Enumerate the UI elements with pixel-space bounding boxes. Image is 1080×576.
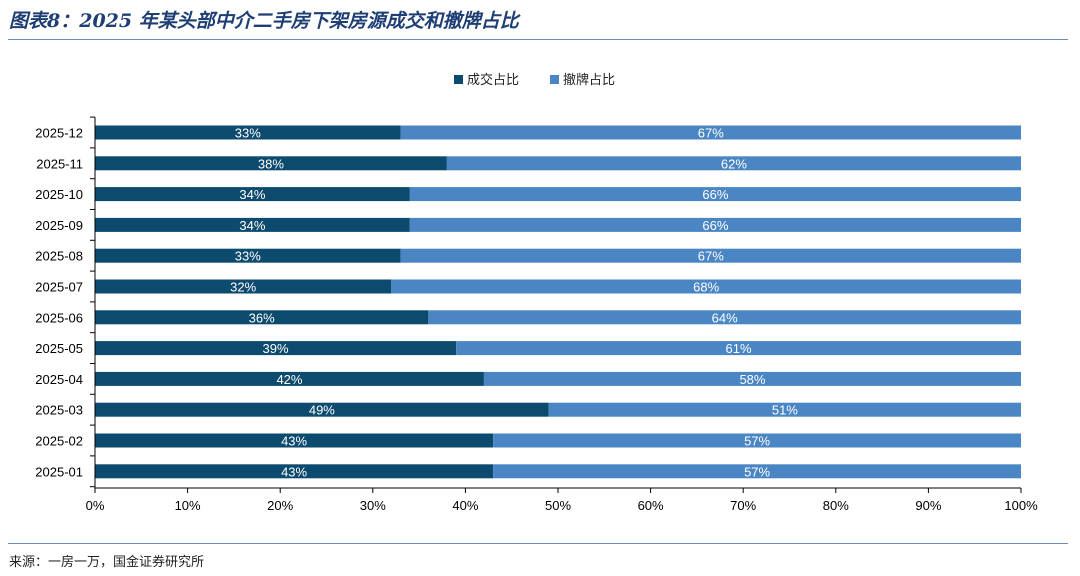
bar-withdraw-2025-03	[548, 402, 1021, 417]
y-tick-label-2025-05: 2025-05	[35, 341, 83, 356]
data-label-withdraw-2025-10: 66%	[702, 187, 728, 202]
bar-withdraw-2025-11	[446, 156, 1021, 171]
footer-divider	[8, 543, 1068, 544]
bar-withdraw-2025-09	[409, 217, 1022, 232]
data-label-withdraw-2025-03: 51%	[772, 403, 798, 418]
x-tick-label-8: 80%	[823, 498, 849, 513]
y-tick-label-2025-04: 2025-04	[35, 372, 83, 387]
bar-withdraw-2025-08	[400, 248, 1022, 263]
x-tick-label-2: 20%	[267, 498, 293, 513]
title-divider	[8, 39, 1068, 40]
y-tick-label-2025-02: 2025-02	[35, 434, 83, 449]
data-label-withdraw-2025-12: 67%	[698, 126, 724, 141]
data-label-deal-2025-10: 34%	[239, 187, 265, 202]
data-label-withdraw-2025-05: 61%	[726, 341, 752, 356]
bar-deal-2025-08	[95, 248, 401, 263]
bar-withdraw-2025-12	[400, 125, 1022, 140]
data-label-withdraw-2025-09: 66%	[702, 218, 728, 233]
data-label-deal-2025-04: 42%	[276, 372, 302, 387]
data-label-deal-2025-02: 43%	[281, 434, 307, 449]
x-tick-label-6: 60%	[638, 498, 664, 513]
bar-withdraw-2025-07	[391, 279, 1021, 294]
data-label-withdraw-2025-04: 58%	[739, 372, 765, 387]
bar-deal-2025-09	[95, 217, 410, 232]
bar-withdraw-2025-10	[409, 187, 1022, 202]
legend-swatch-1	[550, 75, 559, 84]
data-label-withdraw-2025-08: 67%	[698, 249, 724, 264]
bar-withdraw-2025-01	[493, 464, 1021, 479]
data-label-deal-2025-09: 34%	[239, 218, 265, 233]
bar-deal-2025-05	[95, 341, 457, 356]
bar-deal-2025-11	[95, 156, 447, 171]
y-tick-label-2025-12: 2025-12	[35, 126, 83, 141]
legend-swatch-0	[454, 75, 463, 84]
x-tick-label-3: 30%	[360, 498, 386, 513]
y-tick-label-2025-08: 2025-08	[35, 249, 83, 264]
data-label-deal-2025-01: 43%	[281, 464, 307, 479]
bar-deal-2025-04	[95, 371, 484, 386]
legend-label-1: 撤牌占比	[563, 72, 615, 88]
y-tick-label-2025-03: 2025-03	[35, 403, 83, 418]
data-label-withdraw-2025-06: 64%	[712, 310, 738, 325]
data-label-deal-2025-03: 49%	[309, 403, 335, 418]
figure-title: 图表8：2025 年某头部中介二手房下架房源成交和撤牌占比	[9, 10, 519, 32]
data-label-withdraw-2025-07: 68%	[693, 280, 719, 295]
x-tick-label-7: 70%	[730, 498, 756, 513]
bar-deal-2025-06	[95, 310, 429, 325]
data-label-withdraw-2025-11: 62%	[721, 156, 747, 171]
bar-withdraw-2025-02	[493, 433, 1021, 448]
bar-deal-2025-07	[95, 279, 392, 294]
x-tick-label-9: 90%	[915, 498, 941, 513]
data-label-deal-2025-08: 33%	[235, 249, 261, 264]
bar-deal-2025-03	[95, 402, 549, 417]
x-tick-label-10: 100%	[1004, 498, 1038, 513]
bar-withdraw-2025-06	[428, 310, 1021, 325]
data-label-deal-2025-07: 32%	[230, 280, 256, 295]
y-tick-label-2025-06: 2025-06	[35, 310, 83, 325]
bar-withdraw-2025-04	[483, 371, 1021, 386]
data-label-deal-2025-12: 33%	[235, 126, 261, 141]
y-tick-label-2025-07: 2025-07	[35, 280, 83, 295]
data-label-withdraw-2025-02: 57%	[744, 434, 770, 449]
bar-deal-2025-02	[95, 433, 494, 448]
legend-label-0: 成交占比	[467, 72, 519, 88]
x-tick-label-0: 0%	[86, 498, 105, 513]
y-tick-label-2025-11: 2025-11	[36, 156, 83, 171]
y-tick-label-2025-01: 2025-01	[35, 464, 83, 479]
y-tick-label-2025-10: 2025-10	[35, 187, 83, 202]
source-note: 来源：一房一万，国金证券研究所	[9, 555, 205, 570]
x-tick-label-5: 50%	[545, 498, 571, 513]
x-tick-label-1: 10%	[175, 498, 201, 513]
y-tick-label-2025-09: 2025-09	[35, 218, 83, 233]
bar-withdraw-2025-05	[456, 341, 1021, 356]
data-label-deal-2025-06: 36%	[249, 310, 275, 325]
bar-deal-2025-01	[95, 464, 494, 479]
data-label-deal-2025-11: 38%	[258, 156, 284, 171]
data-label-withdraw-2025-01: 57%	[744, 464, 770, 479]
bar-deal-2025-10	[95, 187, 410, 202]
x-tick-label-4: 40%	[452, 498, 478, 513]
data-label-deal-2025-05: 39%	[263, 341, 289, 356]
bar-deal-2025-12	[95, 125, 401, 140]
